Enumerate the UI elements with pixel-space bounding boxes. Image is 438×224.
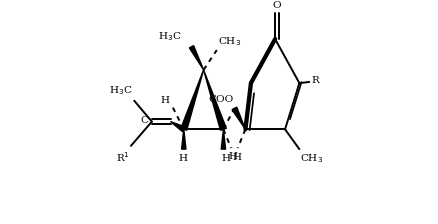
Text: O: O xyxy=(272,1,281,11)
Text: H: H xyxy=(229,153,238,162)
Text: R$^1$: R$^1$ xyxy=(116,150,130,164)
Text: H: H xyxy=(178,153,187,163)
Text: R: R xyxy=(311,76,319,85)
Text: CH$_3$: CH$_3$ xyxy=(300,153,324,165)
Polygon shape xyxy=(181,70,204,130)
Text: H: H xyxy=(232,153,241,162)
Polygon shape xyxy=(189,46,204,70)
Text: H$_3$C: H$_3$C xyxy=(158,31,182,43)
Polygon shape xyxy=(232,107,245,129)
Text: H$_3$C: H$_3$C xyxy=(109,85,132,97)
Text: CH$_3$: CH$_3$ xyxy=(218,35,241,48)
Polygon shape xyxy=(204,70,226,130)
Polygon shape xyxy=(170,122,185,132)
Polygon shape xyxy=(182,129,186,149)
Polygon shape xyxy=(221,129,226,149)
Text: COO: COO xyxy=(208,95,233,104)
Text: H: H xyxy=(221,153,230,163)
Text: H: H xyxy=(160,96,170,105)
Text: C: C xyxy=(140,116,148,125)
